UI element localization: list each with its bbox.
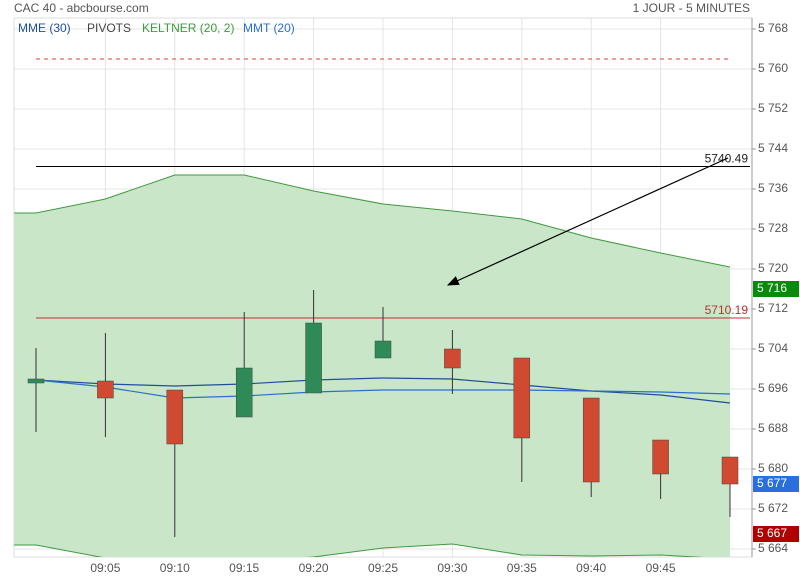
candle-body xyxy=(166,389,184,445)
y-tick-label: 5 728 xyxy=(758,221,788,235)
x-tick-label: 09:20 xyxy=(299,561,329,575)
y-tick-label: 5 752 xyxy=(758,101,788,115)
x-tick-label: 09:10 xyxy=(160,561,190,575)
price-flag xyxy=(753,476,799,492)
y-tick-label: 5 672 xyxy=(758,501,788,515)
y-tick-label: 5 664 xyxy=(758,541,788,555)
candle-body xyxy=(652,439,669,475)
chart-subtitle: 1 JOUR - 5 MINUTES xyxy=(633,1,750,15)
price-flag xyxy=(753,526,799,542)
keltner-upper xyxy=(14,174,731,268)
price-flag-label: 5 716 xyxy=(757,281,787,295)
legend-entry: KELTNER (20, 2) xyxy=(142,21,234,35)
indicator-line xyxy=(35,377,731,404)
price-flag xyxy=(753,281,799,297)
x-tick-label: 09:25 xyxy=(368,561,398,575)
legend-entry: PIVOTS xyxy=(87,21,131,35)
x-tick-label: 09:40 xyxy=(576,561,606,575)
candle-body xyxy=(374,340,392,359)
price-flag-label: 5 677 xyxy=(757,476,787,490)
candle-body xyxy=(235,367,253,418)
candle-body xyxy=(444,348,461,369)
x-tick-label: 09:35 xyxy=(507,561,537,575)
y-tick-label: 5 736 xyxy=(758,181,788,195)
y-tick-label: 5 696 xyxy=(758,381,788,395)
candle-body xyxy=(27,378,45,384)
y-tick-label: 5 704 xyxy=(758,341,788,355)
candle-body xyxy=(721,456,739,485)
annotation-label: 5710.19 xyxy=(705,303,749,317)
y-tick-label: 5 744 xyxy=(758,141,788,155)
y-tick-label: 5 680 xyxy=(758,461,788,475)
x-tick-label: 09:45 xyxy=(646,561,676,575)
arrow xyxy=(446,157,729,286)
y-tick-label: 5 720 xyxy=(758,261,788,275)
keltner-fill xyxy=(14,175,730,557)
legend-entry: MME (30) xyxy=(18,21,71,35)
indicator-line xyxy=(35,379,731,399)
candle-body xyxy=(97,380,114,399)
y-tick-label: 5 712 xyxy=(758,301,788,315)
x-tick-label: 09:05 xyxy=(90,561,120,575)
y-tick-label: 5 768 xyxy=(758,21,788,35)
x-tick-label: 09:15 xyxy=(229,561,259,575)
candle-body xyxy=(582,397,600,483)
keltner-lower xyxy=(14,543,704,557)
chart-title: CAC 40 - abcbourse.com xyxy=(14,1,149,15)
price-flag-label: 5 667 xyxy=(757,526,787,540)
candle-body xyxy=(305,322,322,394)
x-tick-label: 09:30 xyxy=(437,561,467,575)
y-tick-label: 5 760 xyxy=(758,61,788,75)
legend-entry: MMT (20) xyxy=(243,21,295,35)
candle-body xyxy=(513,357,531,439)
y-tick-label: 5 688 xyxy=(758,421,788,435)
